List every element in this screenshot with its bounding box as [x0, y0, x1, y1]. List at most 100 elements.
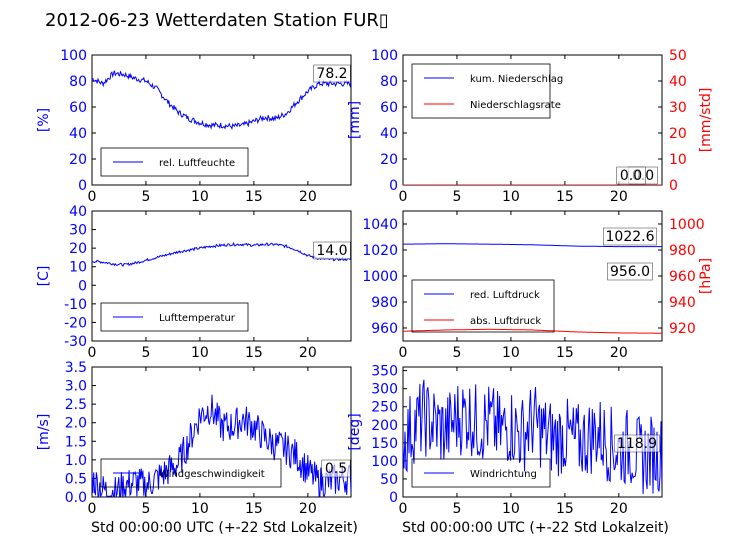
current-value-label-2-box	[607, 262, 653, 281]
x-tick-label: 15	[245, 189, 263, 205]
current-value-label: 1022.6	[606, 229, 655, 245]
y-tick-label: 1000	[362, 269, 398, 285]
x-tick-label: 0	[88, 501, 97, 517]
legend-label: Windgeschwindigkeit	[159, 469, 265, 480]
y-tick-label: 30	[69, 223, 87, 239]
y-right-tick-label: 940	[669, 295, 696, 311]
y-right-tick-label: 30	[669, 100, 687, 116]
legend-label: rel. Luftfeuchte	[159, 158, 235, 169]
y-tick-label: 20	[69, 241, 87, 257]
y-right-tick-label: 0	[669, 178, 678, 194]
y-tick-label: 10	[69, 260, 87, 276]
x-axis-label: Std 00:00:00 UTC (+-22 Std Lokalzeit)	[91, 520, 358, 536]
plot-frame	[91, 54, 352, 186]
y-axis-label: [C]	[36, 266, 52, 287]
current-value-label-2: 0.0	[620, 168, 642, 184]
legend-box	[411, 279, 555, 333]
y-tick-label: 3.0	[65, 379, 87, 395]
x-tick-label: 20	[610, 345, 628, 361]
y-tick-label: 0.5	[65, 471, 87, 487]
x-tick-label: 0	[399, 345, 408, 361]
y-tick-label: 80	[69, 74, 87, 90]
current-value-label-box	[313, 64, 351, 83]
legend-label: abs. Luftdruck	[470, 316, 541, 327]
y-tick-label: 100	[60, 48, 87, 64]
y-tick-label: 2.5	[65, 397, 87, 413]
x-tick-label: 10	[502, 501, 520, 517]
legend-box	[411, 63, 551, 119]
x-tick-label: 5	[452, 345, 461, 361]
x-tick-label: 20	[299, 501, 317, 517]
plot-frame	[91, 366, 352, 498]
y-right-tick-label: 980	[669, 243, 696, 259]
plot-frame	[402, 366, 663, 498]
y-right-axis-label: [mm/std]	[698, 88, 714, 153]
current-value-label-box	[313, 241, 351, 260]
series-line-1	[92, 241, 351, 267]
x-tick-label: 15	[556, 345, 574, 361]
y-tick-label: 60	[380, 100, 398, 116]
y-tick-label: 100	[371, 48, 398, 64]
x-tick-label: 5	[452, 189, 461, 205]
y-tick-label: 80	[380, 74, 398, 90]
current-value-label-box	[603, 227, 657, 246]
y-tick-label: -10	[64, 297, 87, 313]
series-line-1	[403, 243, 662, 248]
y-tick-label: 0	[78, 278, 87, 294]
current-value-label: 14.0	[316, 243, 347, 259]
y-tick-label: 40	[69, 204, 87, 220]
x-tick-label: 10	[502, 345, 520, 361]
y-right-tick-label: 960	[669, 269, 696, 285]
x-tick-label: 10	[191, 501, 209, 517]
current-value-label-box	[321, 459, 351, 478]
y-tick-label: 0	[78, 178, 87, 194]
x-tick-label: 5	[141, 501, 150, 517]
x-tick-label: 0	[88, 189, 97, 205]
y-right-tick-label: 920	[669, 321, 696, 337]
y-tick-label: 3.5	[65, 360, 87, 376]
panel-pressure: 0 5 10 15 20 960 980 1000 1020 1040 920 940 960 980 10…	[362, 210, 714, 361]
y-tick-label: 40	[380, 126, 398, 142]
x-tick-label: 20	[610, 501, 628, 517]
x-tick-label: 10	[191, 189, 209, 205]
legend-label: Niederschlagsrate	[470, 100, 561, 111]
panel-humidity: 0 5 10 15 20 0 20 40 60 80 100 [%] rel. Luftfeuchte 7…	[36, 48, 352, 205]
y-right-tick-label: 50	[669, 48, 687, 64]
y-tick-label: 250	[371, 400, 398, 416]
legend-box	[100, 458, 282, 488]
y-tick-label: 150	[371, 436, 398, 452]
legend-box	[100, 147, 249, 177]
legend-box	[411, 458, 551, 488]
y-tick-label: 300	[371, 382, 398, 398]
y-tick-label: 50	[380, 472, 398, 488]
y-tick-label: 20	[69, 152, 87, 168]
y-tick-label: 1.5	[65, 434, 87, 450]
x-tick-label: 20	[299, 345, 317, 361]
y-tick-label: 1020	[362, 243, 398, 259]
legend-label: Lufttemperatur	[159, 313, 236, 324]
panel-precipitation: 0 5 10 15 20 0 20 40 60 80 100 0 10 20 30 40 50 [mm] [mm/s…	[347, 48, 714, 205]
y-right-tick-label: 40	[669, 74, 687, 90]
y-tick-label: 20	[380, 152, 398, 168]
x-tick-label: 10	[502, 189, 520, 205]
current-value-label-2: 956.0	[610, 264, 650, 280]
y-tick-label: -30	[64, 334, 87, 350]
x-tick-label: 15	[556, 189, 574, 205]
current-value-label-2-box	[616, 166, 646, 185]
figure-title: 2012-06-23 Wetterdaten Station FUR▯	[45, 10, 389, 31]
x-tick-label: 5	[141, 345, 150, 361]
x-tick-label: 5	[141, 189, 150, 205]
y-right-tick-label: 20	[669, 126, 687, 142]
current-value-label-box	[614, 434, 660, 453]
series-line-1	[92, 394, 351, 497]
y-axis-label: [mm]	[347, 101, 363, 139]
y-right-tick-label: 1000	[669, 217, 705, 233]
current-value-label: 0.5	[325, 461, 347, 477]
y-tick-label: 100	[371, 454, 398, 470]
x-tick-label: 0	[88, 345, 97, 361]
y-tick-label: 350	[371, 364, 398, 380]
x-tick-label: 10	[191, 345, 209, 361]
x-tick-label: 20	[299, 189, 317, 205]
panel-temperature: 0 5 10 15 20 -30 -20 -10 0 10 20 30 40 [C] Lufttempera…	[36, 204, 352, 361]
